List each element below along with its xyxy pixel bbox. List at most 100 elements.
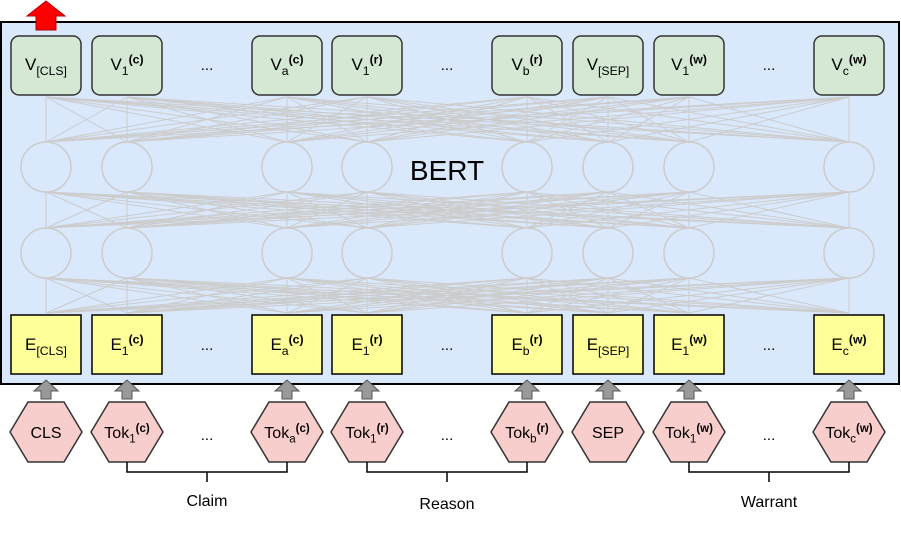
embedding-node: E[CLS] — [10, 314, 82, 375]
input-token-node: Tok1(r) — [330, 401, 404, 463]
embedding-box — [91, 314, 163, 375]
connection-line — [126, 277, 690, 314]
embedding-box — [251, 314, 323, 375]
output-vector-box — [10, 35, 82, 96]
ellipsis: ... — [763, 427, 776, 444]
node-label: Tok1(c) — [104, 423, 150, 445]
connection-line — [45, 96, 609, 143]
token-hexagon — [490, 401, 564, 463]
connection-line — [286, 277, 850, 314]
neuron — [501, 227, 553, 279]
connection-line — [366, 96, 690, 143]
node-label: Toka(c) — [264, 423, 310, 445]
up-arrow-icon — [113, 379, 141, 400]
node-label: Vc(w) — [831, 53, 866, 78]
node-label: V[SEP] — [587, 55, 630, 78]
embedding-node: Ec(w) — [813, 314, 885, 375]
up-arrow-icon — [594, 379, 622, 400]
output-vector-node: Vb(r) — [491, 35, 563, 96]
output-vector-box — [331, 35, 403, 96]
neuron — [341, 227, 393, 279]
ellipsis: ... — [201, 57, 214, 74]
token-hexagon — [330, 401, 404, 463]
node-label: V1(w) — [671, 53, 707, 78]
neuron — [20, 227, 72, 279]
input-token-node: Tokb(r) — [490, 401, 564, 463]
neuron — [663, 141, 715, 193]
node-label: E1(c) — [110, 333, 143, 358]
output-vector-box — [251, 35, 323, 96]
token-hexagon — [90, 401, 164, 463]
neuron — [823, 141, 875, 193]
node-label: E1(r) — [351, 333, 382, 358]
output-vector-node: V1(w) — [653, 35, 725, 96]
output-vector-node: Va(c) — [251, 35, 323, 96]
neuron — [823, 227, 875, 279]
output-vector-box — [572, 35, 644, 96]
connection-line — [607, 96, 690, 143]
embedding-box — [491, 314, 563, 375]
output-arrow-icon — [25, 0, 67, 31]
connection-line — [286, 191, 850, 229]
bracket-line — [366, 462, 528, 482]
node-label: E1(w) — [671, 333, 707, 358]
segment-label: Claim — [187, 493, 228, 510]
output-vector-node: V1(c) — [91, 35, 163, 96]
neuron — [261, 141, 313, 193]
embedding-node: Ea(c) — [251, 314, 323, 375]
node-label: Tokc(w) — [825, 423, 872, 445]
node-label: V1(c) — [110, 53, 143, 78]
connection-line — [286, 96, 850, 143]
input-embeddings-row: E[CLS] E1(c)... Ea(c) E1(r)... Eb(r) E[SEP] E1… — [10, 314, 885, 375]
output-vector-box — [653, 35, 725, 96]
embedding-box — [653, 314, 725, 375]
ellipsis: ... — [763, 57, 776, 74]
input-token-node: Tokc(w) — [812, 401, 886, 463]
token-hexagon — [571, 401, 645, 463]
embedding-node: E[SEP] — [572, 314, 644, 375]
output-vector-node: V[SEP] — [572, 35, 644, 96]
neuron — [341, 141, 393, 193]
connection-line — [126, 277, 368, 314]
up-arrow-icon — [32, 379, 60, 400]
output-vector-node: Vc(w) — [813, 35, 885, 96]
connection-line — [126, 191, 850, 229]
node-label: E[SEP] — [587, 335, 630, 358]
connection-line — [45, 191, 609, 229]
token-hexagon — [9, 401, 83, 463]
connection-line — [45, 191, 368, 229]
connection-line — [45, 277, 368, 314]
neuron — [101, 227, 153, 279]
connection-line — [526, 96, 850, 143]
input-token-node: SEP — [571, 401, 645, 463]
connection-line — [45, 191, 128, 229]
embedding-box — [331, 314, 403, 375]
node-label: Ec(w) — [831, 333, 866, 358]
connection-line — [45, 277, 850, 314]
connection-line — [45, 277, 288, 314]
connection-line — [45, 96, 288, 143]
segment-bracket: Reason — [366, 462, 528, 513]
input-token-node: CLS — [9, 401, 83, 463]
token-hexagon — [812, 401, 886, 463]
neuron — [261, 227, 313, 279]
bert-label: BERT — [410, 155, 484, 186]
connection-line — [126, 96, 368, 143]
embedding-box — [572, 314, 644, 375]
node-label: Tokb(r) — [505, 423, 549, 445]
connection-line — [688, 277, 850, 314]
connection-line — [526, 277, 850, 314]
connection-line — [607, 191, 850, 229]
bracket-line — [688, 462, 850, 482]
node-label: V1(r) — [351, 53, 382, 78]
up-arrow-icon — [273, 379, 301, 400]
token-hexagon — [652, 401, 726, 463]
up-arrow-icon — [513, 379, 541, 400]
ellipsis: ... — [201, 427, 214, 444]
neuron — [582, 141, 634, 193]
output-vector-node: V[CLS] — [10, 35, 82, 96]
connection-line — [366, 277, 690, 314]
connection-line — [45, 96, 128, 143]
node-label: Va(c) — [270, 53, 303, 78]
